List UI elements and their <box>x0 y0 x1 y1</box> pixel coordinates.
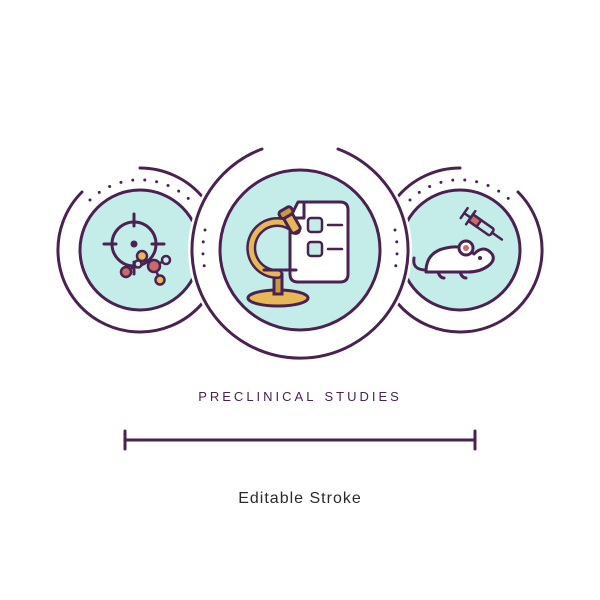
subtitle-text: Editable Stroke <box>0 490 600 508</box>
divider <box>125 431 475 449</box>
center-panel <box>188 138 412 362</box>
infographic-root: Preclinical Studies Editable Stroke <box>0 0 600 600</box>
graphic-canvas <box>0 0 600 600</box>
title-text: Preclinical Studies <box>0 385 600 406</box>
checklist-icon <box>290 202 348 282</box>
